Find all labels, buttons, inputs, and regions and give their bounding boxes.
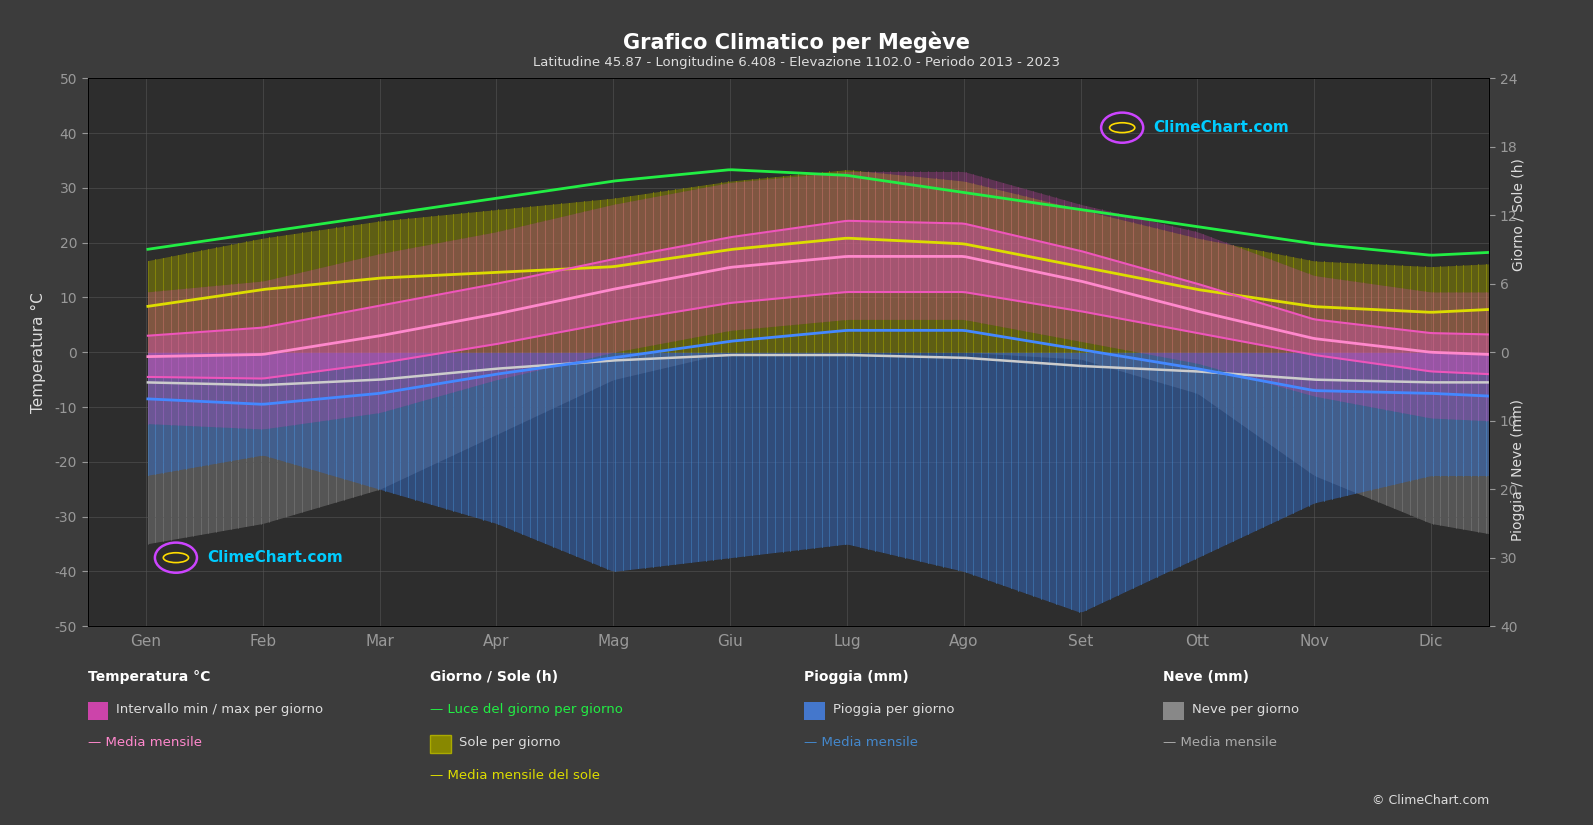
Text: Pioggia / Neve (mm): Pioggia / Neve (mm) <box>1512 399 1525 541</box>
Text: Neve (mm): Neve (mm) <box>1163 670 1249 684</box>
Text: — Media mensile: — Media mensile <box>1163 736 1278 749</box>
Text: Neve per giorno: Neve per giorno <box>1192 703 1298 716</box>
Text: Grafico Climatico per Megève: Grafico Climatico per Megève <box>623 31 970 53</box>
Text: ClimeChart.com: ClimeChart.com <box>207 550 342 565</box>
Text: — Media mensile del sole: — Media mensile del sole <box>430 769 601 782</box>
Text: Giorno / Sole (h): Giorno / Sole (h) <box>430 670 558 684</box>
Text: — Media mensile: — Media mensile <box>804 736 919 749</box>
Text: Sole per giorno: Sole per giorno <box>459 736 561 749</box>
Text: Pioggia per giorno: Pioggia per giorno <box>833 703 954 716</box>
Text: Temperatura °C: Temperatura °C <box>88 670 210 684</box>
Text: © ClimeChart.com: © ClimeChart.com <box>1372 794 1489 808</box>
Text: Latitudine 45.87 - Longitudine 6.408 - Elevazione 1102.0 - Periodo 2013 - 2023: Latitudine 45.87 - Longitudine 6.408 - E… <box>534 56 1059 69</box>
Text: ClimeChart.com: ClimeChart.com <box>1153 120 1289 135</box>
Text: Intervallo min / max per giorno: Intervallo min / max per giorno <box>116 703 323 716</box>
Text: — Luce del giorno per giorno: — Luce del giorno per giorno <box>430 703 623 716</box>
Text: Giorno / Sole (h): Giorno / Sole (h) <box>1512 158 1525 271</box>
Y-axis label: Temperatura °C: Temperatura °C <box>32 292 46 412</box>
Text: — Media mensile: — Media mensile <box>88 736 202 749</box>
Text: Pioggia (mm): Pioggia (mm) <box>804 670 910 684</box>
